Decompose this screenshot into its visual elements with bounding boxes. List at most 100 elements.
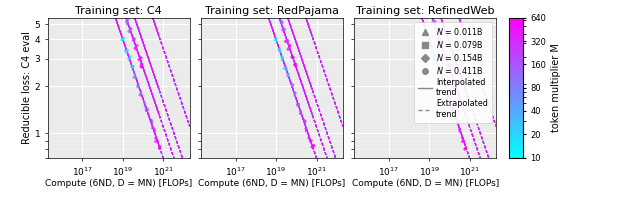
Point bbox=[285, 44, 295, 47]
Point bbox=[124, 58, 134, 61]
Point bbox=[284, 45, 294, 48]
Point bbox=[437, 44, 447, 47]
Point bbox=[123, 49, 133, 52]
Point bbox=[136, 65, 146, 68]
Point bbox=[422, 5, 433, 8]
Point bbox=[287, 83, 298, 86]
Point bbox=[141, 109, 152, 112]
Point bbox=[436, 75, 447, 78]
Point bbox=[123, 0, 133, 2]
Point bbox=[122, 22, 132, 26]
Point bbox=[278, 28, 288, 31]
Point bbox=[272, 10, 282, 13]
Point bbox=[150, 140, 161, 143]
Point bbox=[277, 58, 287, 61]
Point bbox=[440, 86, 451, 89]
Point bbox=[129, 37, 140, 40]
Point bbox=[283, 39, 293, 42]
Point bbox=[122, 50, 132, 54]
Title: Training set: C4: Training set: C4 bbox=[76, 6, 162, 16]
Point bbox=[291, 63, 301, 66]
Point bbox=[454, 128, 465, 131]
Point bbox=[141, 108, 151, 112]
Point bbox=[123, 19, 133, 22]
Point bbox=[290, 63, 300, 66]
Point bbox=[295, 112, 305, 115]
Point bbox=[426, 50, 436, 54]
Point bbox=[290, 91, 300, 94]
Point bbox=[278, 56, 288, 59]
Point bbox=[428, 20, 438, 23]
Point bbox=[425, 12, 435, 15]
Point bbox=[134, 58, 144, 61]
Point bbox=[125, 55, 135, 58]
Point bbox=[454, 128, 465, 131]
Point bbox=[428, 48, 438, 52]
Point bbox=[154, 145, 164, 149]
Point bbox=[275, 47, 285, 51]
Point bbox=[301, 127, 311, 130]
Point bbox=[292, 104, 303, 107]
Point bbox=[426, 11, 436, 15]
Point bbox=[442, 63, 452, 67]
Point bbox=[440, 57, 450, 60]
Point bbox=[125, 27, 136, 31]
Point bbox=[438, 45, 448, 48]
Point bbox=[136, 62, 147, 66]
Point bbox=[442, 94, 452, 97]
Point bbox=[279, 6, 289, 9]
Point bbox=[143, 108, 153, 111]
Point bbox=[278, 28, 288, 32]
Point bbox=[118, 10, 129, 13]
Point bbox=[300, 121, 310, 124]
Point bbox=[287, 55, 298, 59]
Point bbox=[281, 39, 291, 43]
Point bbox=[440, 57, 451, 60]
Point bbox=[430, 22, 440, 25]
Point bbox=[116, 4, 127, 7]
Point bbox=[428, 0, 438, 1]
Point bbox=[424, 11, 435, 14]
Point bbox=[147, 126, 157, 129]
Point bbox=[279, 5, 289, 8]
Point bbox=[125, 27, 136, 30]
Point bbox=[272, 8, 282, 12]
Point bbox=[117, 38, 127, 41]
Point bbox=[291, 64, 301, 68]
Point bbox=[288, 56, 298, 59]
Point bbox=[428, 47, 438, 51]
Point bbox=[433, 6, 443, 9]
Point bbox=[425, 37, 435, 40]
Point bbox=[294, 103, 304, 106]
Point bbox=[136, 56, 146, 59]
Point bbox=[120, 49, 131, 52]
Point bbox=[305, 140, 316, 143]
Legend: $N$ = 0.011B, $N$ = 0.079B, $N$ = 0.154B, $N$ = 0.411B, Interpolated
trend, Extr: $N$ = 0.011B, $N$ = 0.079B, $N$ = 0.154B… bbox=[413, 22, 492, 123]
Y-axis label: Reducible loss: C4 eval: Reducible loss: C4 eval bbox=[22, 31, 32, 144]
Point bbox=[136, 92, 146, 95]
Point bbox=[429, 57, 440, 60]
Point bbox=[440, 55, 451, 58]
Point bbox=[139, 101, 149, 104]
Point bbox=[460, 148, 470, 151]
Point bbox=[125, 5, 135, 8]
Point bbox=[289, 94, 300, 97]
Point bbox=[306, 139, 316, 142]
Point bbox=[458, 139, 468, 142]
Point bbox=[449, 108, 460, 112]
Point bbox=[431, 26, 442, 29]
Point bbox=[130, 47, 140, 50]
Point bbox=[154, 147, 164, 150]
Point bbox=[449, 109, 460, 112]
Point bbox=[440, 84, 450, 87]
Point bbox=[119, 12, 129, 15]
Point bbox=[129, 76, 139, 79]
Point bbox=[280, 3, 290, 6]
Point bbox=[136, 93, 146, 96]
Point bbox=[271, 40, 282, 43]
Point bbox=[429, 0, 440, 1]
Point bbox=[283, 72, 293, 75]
Point bbox=[118, 9, 128, 12]
Point bbox=[136, 57, 146, 60]
Point bbox=[133, 86, 143, 89]
